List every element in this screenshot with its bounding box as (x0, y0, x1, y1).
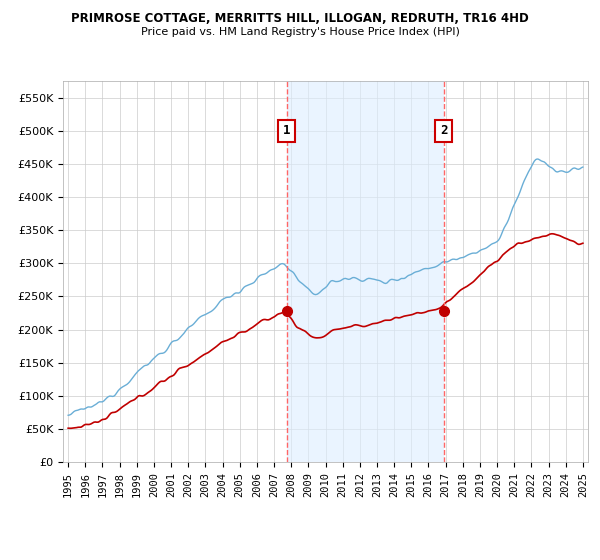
Text: PRIMROSE COTTAGE, MERRITTS HILL, ILLOGAN, REDRUTH, TR16 4HD: PRIMROSE COTTAGE, MERRITTS HILL, ILLOGAN… (71, 12, 529, 25)
Text: 2: 2 (440, 124, 447, 137)
Text: 1: 1 (283, 124, 290, 137)
Text: Price paid vs. HM Land Registry's House Price Index (HPI): Price paid vs. HM Land Registry's House … (140, 27, 460, 37)
Bar (287, 81, 443, 462)
